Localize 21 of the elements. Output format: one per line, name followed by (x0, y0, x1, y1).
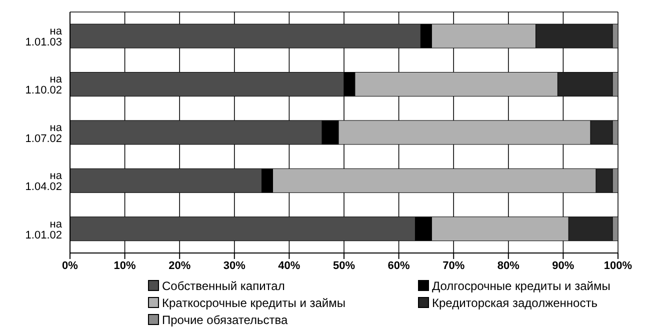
x-tick-label: 80% (497, 260, 520, 272)
legend-label: Краткосрочные кредиты и займы (162, 296, 346, 310)
y-tick-label: на 1.07.02 (25, 122, 63, 145)
x-tick-label: 100% (604, 260, 632, 272)
x-tick-label: 50% (332, 260, 356, 272)
y-tick-label: на 1.10.02 (25, 74, 63, 97)
x-tick-label: 20% (168, 260, 191, 272)
y-tick-label: на 1.01.03 (25, 26, 63, 49)
legend-label: Долгосрочные кредиты и займы (432, 278, 610, 292)
x-tick-label: 70% (442, 260, 465, 272)
y-tick-label: на 1.01.02 (25, 218, 63, 242)
legend-label: Кредиторская задолженность (432, 296, 598, 310)
x-tick-label: 90% (552, 260, 574, 272)
legend-label: Прочие обязательства (162, 312, 288, 326)
legend-label: Собственный капитал (162, 278, 285, 292)
x-tick-label: 10% (114, 260, 136, 272)
y-tick-label: на 1.04.02 (25, 170, 63, 194)
x-tick-label: 60% (388, 260, 410, 272)
x-tick-label: 40% (278, 260, 300, 272)
x-tick-label: 0% (62, 260, 78, 272)
x-tick-label: 30% (223, 260, 246, 272)
